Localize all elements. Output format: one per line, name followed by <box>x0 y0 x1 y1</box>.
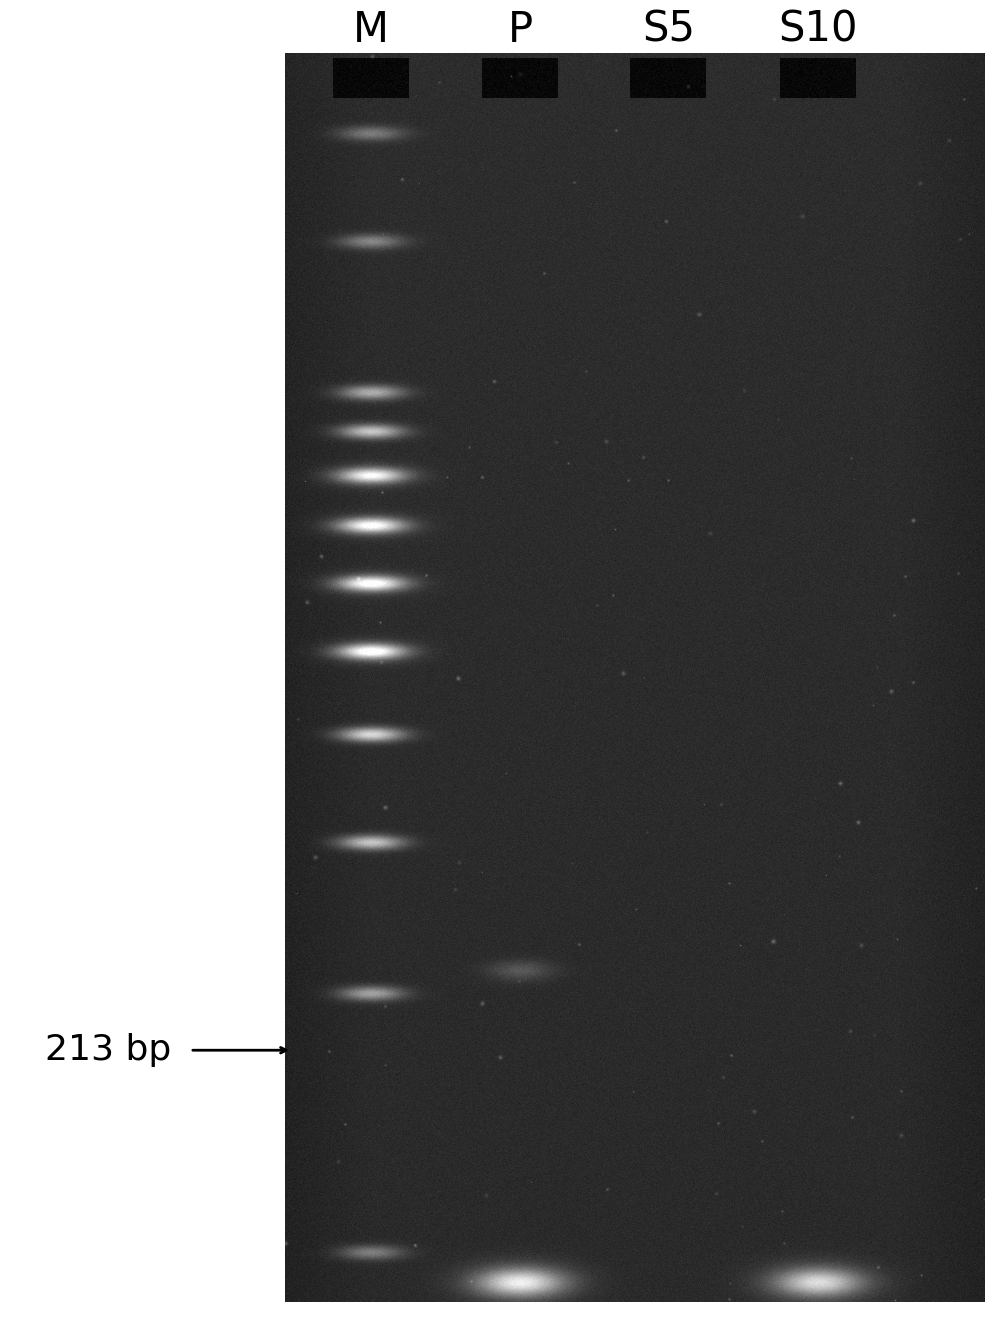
Text: M: M <box>353 8 389 51</box>
Text: S5: S5 <box>642 8 695 51</box>
Text: 213 bp: 213 bp <box>45 1033 171 1068</box>
Text: P: P <box>508 8 533 51</box>
Text: S10: S10 <box>779 8 858 51</box>
